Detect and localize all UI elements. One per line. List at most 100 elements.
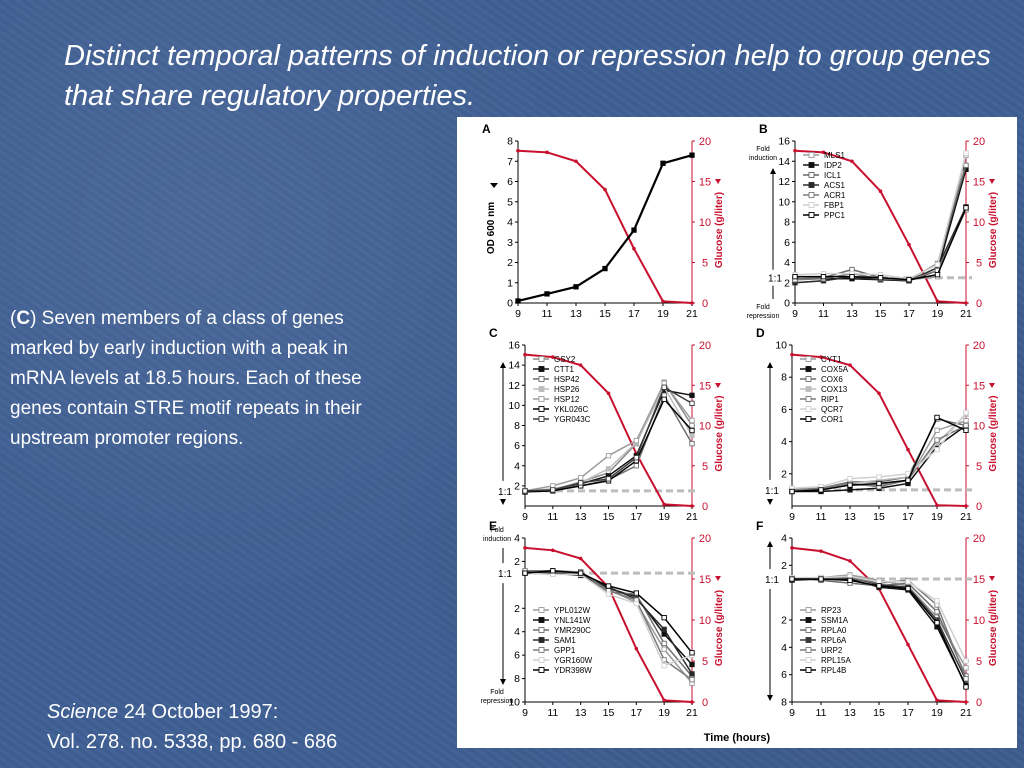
y2-tick-label: 15 <box>699 177 711 189</box>
x-tick-label: 15 <box>873 707 885 719</box>
y-tick-label: 2 <box>514 480 520 492</box>
legend-label: YKL026C <box>554 405 588 414</box>
legend-label: RPLA0 <box>821 626 847 635</box>
y-tick-label: 10 <box>508 400 520 412</box>
legend-marker <box>805 647 812 653</box>
y-tick-label: 10 <box>778 196 790 208</box>
citation-journal: Science <box>47 701 119 723</box>
series-point <box>578 480 584 486</box>
y-tick-label: 8 <box>514 420 520 432</box>
y2-tick-label: 0 <box>976 501 982 513</box>
series-line-ssm1a <box>792 578 967 686</box>
glucose-point <box>578 363 583 367</box>
glucose-point <box>661 299 665 304</box>
series-point <box>660 160 666 166</box>
arrow-head <box>770 168 776 174</box>
series-point <box>847 482 853 488</box>
x-tick-label: 17 <box>902 511 914 523</box>
glucose-point <box>516 148 520 153</box>
y-tick-label: 4 <box>514 626 520 638</box>
x-tick-label: 21 <box>686 707 698 719</box>
legend-label: GSY2 <box>554 355 576 364</box>
legend-marker <box>805 396 812 402</box>
citation-date: 24 October 1997: <box>118 701 279 723</box>
glucose-point <box>906 642 910 647</box>
legend-label: HSP42 <box>554 375 580 384</box>
panel-letter: A <box>482 122 491 136</box>
legend-label: HSP26 <box>554 385 580 394</box>
legend-label: RPL4B <box>821 666 846 675</box>
legend-marker <box>538 356 545 362</box>
y-tick-label: 12 <box>778 176 790 188</box>
y2-tick-label: 5 <box>702 461 708 473</box>
y2-tick-label: 10 <box>973 217 985 229</box>
x-tick-label: 19 <box>932 308 944 320</box>
legend-marker <box>538 637 545 643</box>
glucose-point <box>906 447 910 452</box>
x-tick-label: 13 <box>570 308 582 320</box>
glucose-point <box>848 363 852 367</box>
series-point <box>689 671 695 677</box>
x-tick-label: 11 <box>547 707 558 719</box>
legend-marker <box>805 617 812 623</box>
series-point <box>522 488 528 494</box>
x-tick-label: 15 <box>875 308 887 320</box>
x-tick-label: 15 <box>603 511 615 523</box>
fold-repression-label: repression <box>481 698 514 705</box>
y2-tick-label: 20 <box>973 340 985 352</box>
series-point <box>605 476 612 482</box>
series-point <box>963 205 969 211</box>
series-point <box>689 392 695 398</box>
glucose-point <box>964 700 968 704</box>
glucose-axis-title: Glucose (g/liter) <box>988 590 999 666</box>
legend-marker <box>538 376 545 382</box>
legend-marker <box>808 162 815 168</box>
y2-tick-label: 0 <box>702 501 708 513</box>
glucose-point <box>523 352 527 357</box>
legend-label: YGR043C <box>554 415 591 424</box>
glucose-point <box>964 504 968 508</box>
glucose-point <box>634 646 639 651</box>
y-tick-label: 4 <box>781 533 787 545</box>
series-point <box>818 576 824 582</box>
y-tick-label: 2 <box>781 468 787 480</box>
glucose-point <box>793 148 797 153</box>
fold-repression-label: Fold <box>490 689 504 696</box>
series-line-acs1 <box>794 206 967 284</box>
y-tick-label: 6 <box>514 650 520 662</box>
series-point <box>573 284 579 290</box>
y2-tick-label: 15 <box>699 574 711 586</box>
panel-letter: F <box>756 519 763 533</box>
y-tick-label: 16 <box>778 136 790 148</box>
glucose-point <box>964 301 968 305</box>
legend-marker <box>808 192 815 198</box>
series-point <box>522 570 528 576</box>
series-point <box>876 583 882 589</box>
y-tick-label: 1 <box>507 277 513 289</box>
x-tick-label: 11 <box>818 308 829 320</box>
legend-label: YPL012W <box>554 606 590 615</box>
fold-repression-label: repression <box>747 313 780 320</box>
series-point <box>661 646 667 652</box>
series-point <box>605 583 612 589</box>
y2-tick-label: 20 <box>973 136 985 148</box>
legend-marker <box>805 356 812 362</box>
panel-c: C 9 11 13 15 17 19 21 2 4 6 8 10 12 14 16 0 5 10 15 20 Glucos… <box>489 326 725 523</box>
series-point <box>906 277 912 283</box>
x-tick-label: 13 <box>575 511 587 523</box>
x-tick-label: 17 <box>630 707 642 719</box>
x-tick-label: 19 <box>657 308 669 320</box>
series-point <box>963 409 969 416</box>
y-tick-label: 4 <box>507 217 513 229</box>
ratio-label: 1:1 <box>498 487 512 498</box>
x-tick-label: 11 <box>816 707 827 719</box>
panel-b: B 9 11 13 15 17 19 21 0 2 4 6 8 10 12 14 16 0 5 10 15 20 Gluco… <box>747 122 999 320</box>
legend-marker <box>538 386 545 392</box>
series-point <box>633 600 639 607</box>
y-tick-label: 6 <box>784 237 790 249</box>
series-point <box>631 227 637 233</box>
glucose-point <box>662 502 666 507</box>
y-tick-label: 5 <box>507 196 513 208</box>
legend-label: GPP1 <box>554 646 576 655</box>
x-tick-label: 17 <box>630 511 642 523</box>
